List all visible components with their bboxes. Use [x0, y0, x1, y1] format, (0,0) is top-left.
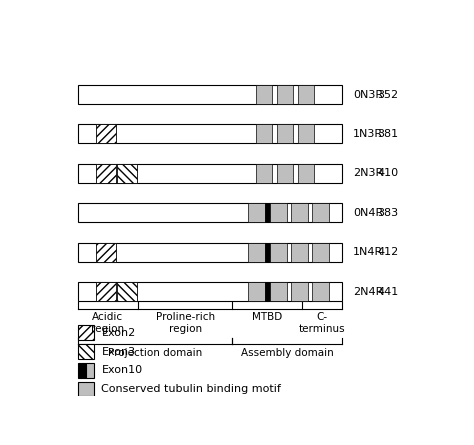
Bar	[96, 125, 116, 143]
Bar	[292, 282, 308, 301]
Text: 383: 383	[377, 208, 398, 218]
Bar	[298, 85, 314, 104]
Bar	[256, 125, 272, 143]
Text: 410: 410	[377, 168, 398, 178]
Text: Proline-rich
region: Proline-rich region	[155, 312, 215, 334]
Bar	[86, 363, 94, 377]
Bar	[96, 282, 116, 301]
Bar	[256, 164, 272, 183]
Bar	[78, 363, 86, 377]
Bar	[292, 243, 308, 262]
Bar	[78, 243, 342, 262]
Bar	[78, 203, 342, 222]
Bar	[271, 243, 287, 262]
Text: 412: 412	[377, 247, 398, 257]
Bar	[271, 282, 287, 301]
Bar	[78, 325, 94, 340]
Text: 1N4R: 1N4R	[353, 247, 383, 257]
Bar	[117, 164, 137, 183]
Text: 352: 352	[377, 89, 398, 100]
Text: 1N3R: 1N3R	[353, 129, 383, 139]
Bar	[312, 243, 328, 262]
Bar	[96, 164, 116, 183]
Text: 381: 381	[377, 129, 398, 139]
Text: 441: 441	[377, 287, 398, 296]
Bar	[78, 125, 342, 143]
Bar	[248, 203, 264, 222]
Bar	[298, 125, 314, 143]
Text: 2N4R: 2N4R	[353, 287, 383, 296]
Bar	[264, 282, 271, 301]
Bar	[277, 125, 293, 143]
Bar	[312, 282, 328, 301]
Bar	[264, 203, 271, 222]
Bar	[277, 85, 293, 104]
Text: C-
terminus: C- terminus	[299, 312, 345, 334]
Text: Conserved tubulin binding motif: Conserved tubulin binding motif	[101, 384, 282, 394]
Bar	[264, 243, 271, 262]
Bar	[78, 85, 342, 104]
Text: 2N3R: 2N3R	[353, 168, 383, 178]
Bar	[248, 282, 264, 301]
Bar	[312, 203, 328, 222]
Bar	[78, 382, 94, 396]
Text: 0N4R: 0N4R	[353, 208, 383, 218]
Bar	[298, 164, 314, 183]
Bar	[96, 243, 116, 262]
Bar	[78, 282, 342, 301]
Bar	[277, 164, 293, 183]
Bar	[248, 243, 264, 262]
Text: Assembly domain: Assembly domain	[241, 348, 333, 358]
Text: Exon3: Exon3	[101, 347, 136, 356]
Bar	[271, 203, 287, 222]
Bar	[117, 282, 137, 301]
Text: Projection domain: Projection domain	[108, 348, 202, 358]
Text: Acidic
region: Acidic region	[91, 312, 125, 334]
Bar	[256, 85, 272, 104]
Text: 0N3R: 0N3R	[353, 89, 383, 100]
Bar	[292, 203, 308, 222]
Bar	[78, 164, 342, 183]
Text: Exon10: Exon10	[101, 365, 143, 375]
Bar	[78, 344, 94, 359]
Text: Exon2: Exon2	[101, 328, 136, 338]
Text: MTBD: MTBD	[252, 312, 282, 322]
